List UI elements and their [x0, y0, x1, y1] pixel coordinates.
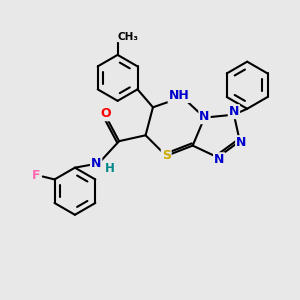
Text: NH: NH [169, 89, 189, 102]
Text: CH₃: CH₃ [117, 32, 138, 42]
Text: F: F [32, 169, 41, 182]
Text: N: N [91, 157, 101, 170]
Text: N: N [199, 110, 210, 123]
Text: O: O [100, 107, 111, 120]
Text: N: N [214, 153, 224, 166]
Text: S: S [162, 149, 171, 162]
Text: N: N [236, 136, 247, 149]
Text: H: H [105, 162, 115, 175]
Text: N: N [229, 105, 239, 118]
